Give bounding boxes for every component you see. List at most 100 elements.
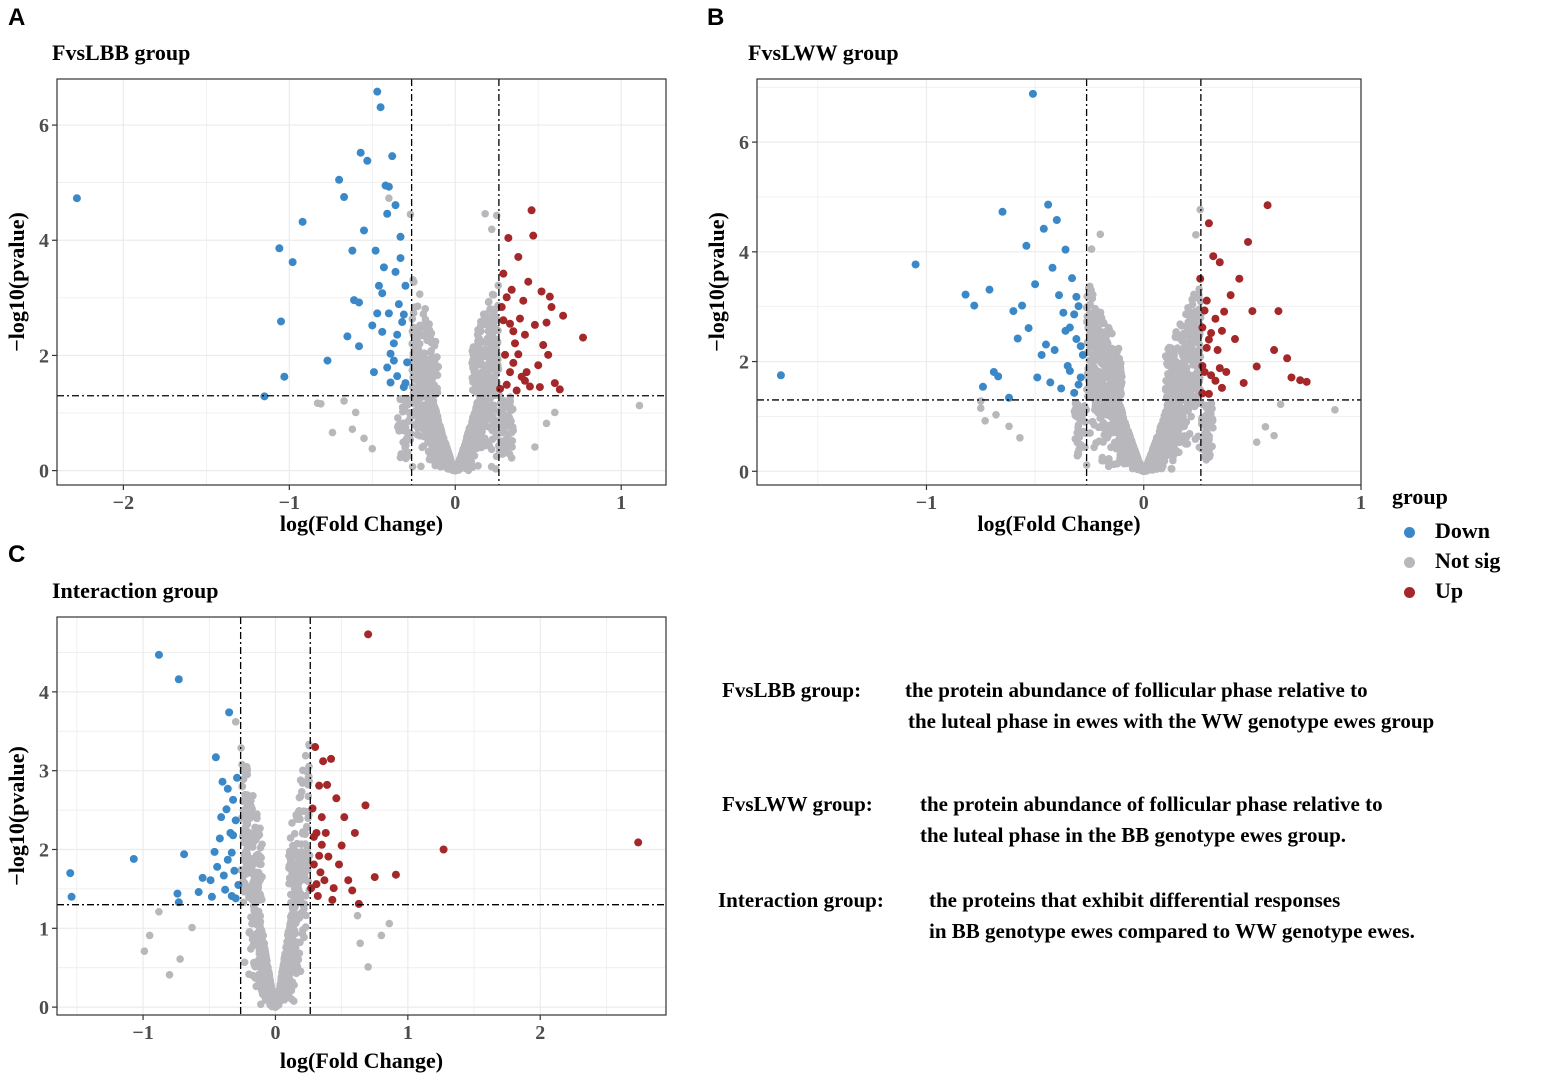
point-not-sig — [1154, 441, 1163, 449]
point-up — [1296, 376, 1305, 385]
desc-fvslbb-line2: the luteal phase in ewes with the WW gen… — [908, 709, 1435, 733]
x-tick-label: 1 — [1356, 492, 1366, 514]
point-not-sig — [481, 345, 490, 354]
point-up — [1207, 329, 1216, 338]
point-not-sig — [489, 419, 498, 427]
point-up — [324, 852, 333, 861]
point-down — [1076, 342, 1085, 351]
point-not-sig — [1203, 437, 1211, 445]
point-not-sig — [468, 430, 476, 438]
point-not-sig — [1096, 391, 1105, 399]
point-up — [361, 801, 370, 810]
point-not-sig — [385, 919, 394, 928]
point-up — [522, 368, 531, 377]
point-not-sig — [265, 970, 274, 979]
point-not-sig — [1016, 434, 1024, 442]
point-not-sig — [317, 400, 325, 408]
point-not-sig — [252, 894, 261, 902]
point-up — [539, 341, 548, 350]
point-not-sig — [1184, 370, 1193, 379]
point-not-sig — [285, 879, 293, 888]
point-down — [1046, 378, 1055, 387]
point-down — [1072, 292, 1081, 301]
point-up — [535, 383, 544, 392]
point-not-sig — [421, 423, 429, 431]
point-not-sig — [1162, 407, 1171, 416]
point-up — [337, 841, 346, 850]
point-up — [530, 320, 539, 329]
panel-title-b: FvsLWW group — [748, 40, 899, 65]
point-not-sig — [1130, 456, 1139, 464]
point-down — [1078, 350, 1087, 359]
point-down — [384, 309, 393, 318]
point-down — [355, 342, 364, 351]
point-not-sig — [407, 429, 415, 438]
legend-swatch-down — [1404, 527, 1415, 539]
point-not-sig — [1079, 427, 1088, 436]
point-not-sig — [420, 412, 428, 420]
point-not-sig — [1090, 443, 1098, 452]
point-not-sig — [276, 994, 284, 1003]
point-down — [1009, 307, 1018, 316]
point-not-sig — [292, 881, 300, 890]
point-not-sig — [1165, 441, 1173, 450]
point-not-sig — [238, 782, 247, 791]
point-up — [323, 780, 332, 789]
point-down — [394, 300, 403, 309]
point-not-sig — [1152, 463, 1160, 472]
point-not-sig — [478, 374, 487, 382]
point-not-sig — [377, 931, 386, 940]
x-tick-label: −1 — [132, 1022, 153, 1044]
point-not-sig — [305, 772, 313, 781]
point-down — [227, 848, 236, 857]
point-up — [319, 757, 328, 766]
point-not-sig — [1117, 442, 1125, 451]
point-down — [1070, 310, 1079, 319]
point-not-sig — [481, 365, 489, 373]
point-not-sig — [446, 460, 454, 469]
point-not-sig — [1185, 310, 1194, 318]
point-up — [1217, 326, 1226, 335]
point-not-sig — [485, 297, 493, 306]
point-not-sig — [1172, 357, 1180, 366]
point-not-sig — [256, 824, 264, 833]
point-not-sig — [165, 971, 174, 979]
point-not-sig — [415, 290, 424, 298]
point-not-sig — [1178, 408, 1187, 417]
point-up — [1222, 367, 1231, 376]
point-not-sig — [188, 923, 196, 932]
point-not-sig — [240, 826, 248, 834]
point-not-sig — [1145, 465, 1154, 474]
point-not-sig — [487, 376, 495, 385]
point-not-sig — [1202, 413, 1210, 421]
point-down — [978, 382, 987, 391]
point-up — [525, 382, 534, 391]
point-not-sig — [240, 879, 249, 888]
point-not-sig — [1187, 350, 1196, 359]
point-not-sig — [287, 931, 296, 940]
point-not-sig — [1114, 344, 1123, 353]
point-up — [327, 754, 336, 763]
point-not-sig — [1191, 401, 1199, 410]
point-not-sig — [506, 393, 515, 401]
point-down — [229, 795, 238, 804]
point-down — [218, 777, 227, 786]
point-not-sig — [1180, 363, 1189, 371]
point-not-sig — [1167, 465, 1176, 473]
point-up — [350, 828, 359, 837]
point-up — [311, 743, 320, 752]
point-not-sig — [1085, 282, 1094, 291]
point-down — [378, 327, 387, 336]
point-down — [1070, 388, 1079, 397]
point-not-sig — [475, 405, 484, 413]
point-not-sig — [394, 421, 403, 430]
y-tick-label: 4 — [739, 242, 749, 264]
point-not-sig — [462, 444, 470, 453]
point-up — [1235, 274, 1244, 283]
panel-letter-b: B — [707, 4, 725, 31]
point-not-sig — [1085, 356, 1094, 365]
point-not-sig — [1205, 445, 1214, 454]
point-down — [970, 301, 979, 310]
point-down — [154, 650, 163, 659]
